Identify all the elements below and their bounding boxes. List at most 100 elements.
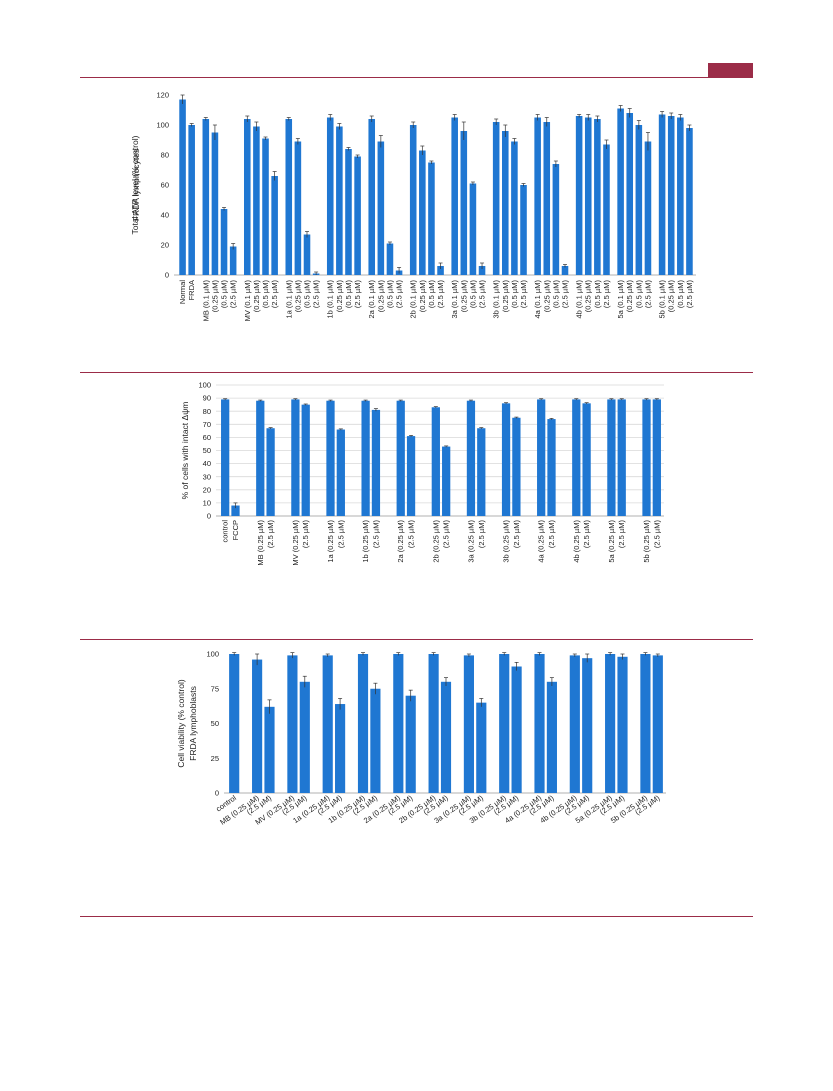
x-tick-label: (0.5 µM) (261, 280, 270, 309)
x-tick-label: 2a (0.25 µM) (396, 519, 405, 562)
x-tick-label: 3a (0.25 µM) (466, 519, 475, 562)
x-tick-label: 1a (0.25 µM) (326, 519, 335, 562)
bar (220, 209, 228, 275)
x-tick-label: 5a (0.1 µM) (616, 279, 625, 318)
bar (202, 119, 210, 275)
x-tick-label: 1a (0.1 µM) (284, 279, 293, 318)
y-tick-label: 70 (203, 420, 211, 429)
x-tick-label: 3a (0.1 µM) (450, 279, 459, 318)
bar (419, 150, 426, 275)
x-tick-label: MV (0.25 µM) (291, 520, 300, 566)
bar (617, 399, 626, 516)
bar (440, 681, 452, 793)
bar (552, 164, 560, 275)
x-tick-label: (0.25 µM) (584, 280, 593, 313)
membrane-potential-chart: 0 10 20 30 40 50 60 70 80 90 100 % of cells with in… (180, 381, 664, 566)
x-tick-label: (2.5 µM) (652, 520, 661, 549)
bar (354, 156, 361, 275)
bar (326, 400, 335, 516)
x-tick-label: (2.5 µM) (519, 280, 528, 309)
y-tick-label: 75 (211, 684, 219, 693)
y-axis-label: FRDA lymphocytes (131, 149, 141, 221)
x-tick-label: (0.5 µM) (676, 280, 685, 309)
bar (478, 266, 486, 275)
bar (642, 399, 651, 516)
bar (502, 131, 509, 275)
bar (501, 403, 511, 516)
x-tick-label: (0.25 µM) (501, 280, 510, 313)
y-axis-label: FRDA lymphoblasts (188, 686, 198, 761)
x-tick-label: (0.5 µM) (634, 280, 643, 309)
y-tick-label: 60 (161, 181, 169, 190)
x-tick-label: 3b (0.1 µM) (492, 279, 501, 318)
bar (287, 655, 298, 793)
bar (575, 116, 583, 275)
bar (477, 428, 486, 516)
x-tick-label: (0.25 µM) (667, 280, 676, 313)
x-tick-label: FRDA (187, 280, 196, 300)
x-tick-label: (0.25 µM) (252, 280, 261, 313)
bar (476, 702, 487, 793)
y-tick-label: 100 (206, 650, 219, 659)
bar (667, 116, 675, 275)
x-tick-label: (2.5 µM) (617, 520, 626, 549)
y-tick-label: 100 (156, 121, 169, 130)
bar (396, 400, 405, 516)
y-tick-label: 80 (161, 151, 169, 160)
y-axis-label: Total ATP level (% control) (130, 135, 140, 234)
bar (428, 162, 435, 275)
bar (231, 505, 240, 516)
bar (299, 681, 310, 793)
y-tick-label: 120 (156, 91, 169, 100)
bar (431, 407, 440, 516)
bar (543, 122, 551, 275)
x-tick-label: (0.25 µM) (293, 280, 302, 313)
bar (345, 149, 352, 275)
x-tick-label: 2a (0.1 µM) (367, 279, 376, 318)
bar (256, 400, 265, 516)
bar (658, 114, 666, 275)
x-tick-label: (2.5 µM) (512, 520, 521, 549)
bar (652, 399, 661, 516)
x-tick-label: (2.5 µM) (266, 520, 275, 549)
bar (393, 654, 404, 793)
bar (303, 234, 311, 275)
x-tick-label: 2b (0.25 µM) (431, 519, 440, 562)
x-tick-label: (2.5 µM) (336, 520, 345, 549)
bar (428, 654, 439, 793)
x-tick-label: 4b (0.25 µM) (572, 519, 581, 562)
y-tick-label: 40 (203, 459, 211, 468)
x-tick-label: 1b (0.1 µM) (326, 279, 335, 318)
x-tick-label: 2b (0.1 µM) (409, 279, 418, 318)
bar (626, 113, 634, 275)
y-tick-label: 0 (207, 512, 211, 521)
x-tick-label: (2.5 µM) (582, 520, 591, 549)
bar (229, 654, 240, 793)
bar (582, 658, 593, 793)
x-tick-label: (0.5 µM) (427, 280, 436, 309)
bar (686, 128, 693, 275)
bar (229, 246, 237, 275)
x-tick-label: (0.5 µM) (551, 280, 560, 309)
bar (537, 399, 546, 516)
bar (266, 428, 275, 516)
y-tick-label: 40 (161, 211, 169, 220)
bar (377, 141, 385, 275)
x-tick-label: (2.5 µM) (301, 520, 310, 549)
bar (335, 704, 346, 793)
bar (492, 122, 500, 275)
bar (211, 132, 219, 275)
bar (442, 446, 451, 516)
bar (371, 409, 381, 516)
x-tick-label: (0.5 µM) (593, 280, 602, 309)
bar (386, 243, 394, 275)
x-tick-label: (0.5 µM) (385, 280, 394, 309)
x-tick-label: 5b (0.1 µM) (658, 279, 667, 318)
bar (291, 399, 300, 516)
y-tick-label: 90 (203, 394, 211, 403)
bar (370, 688, 381, 793)
x-tick-label: (0.25 µM) (625, 280, 634, 313)
bar (336, 126, 343, 275)
x-tick-label: 4b (0.1 µM) (575, 279, 584, 318)
x-tick-label: (2.5 µM) (685, 280, 694, 309)
